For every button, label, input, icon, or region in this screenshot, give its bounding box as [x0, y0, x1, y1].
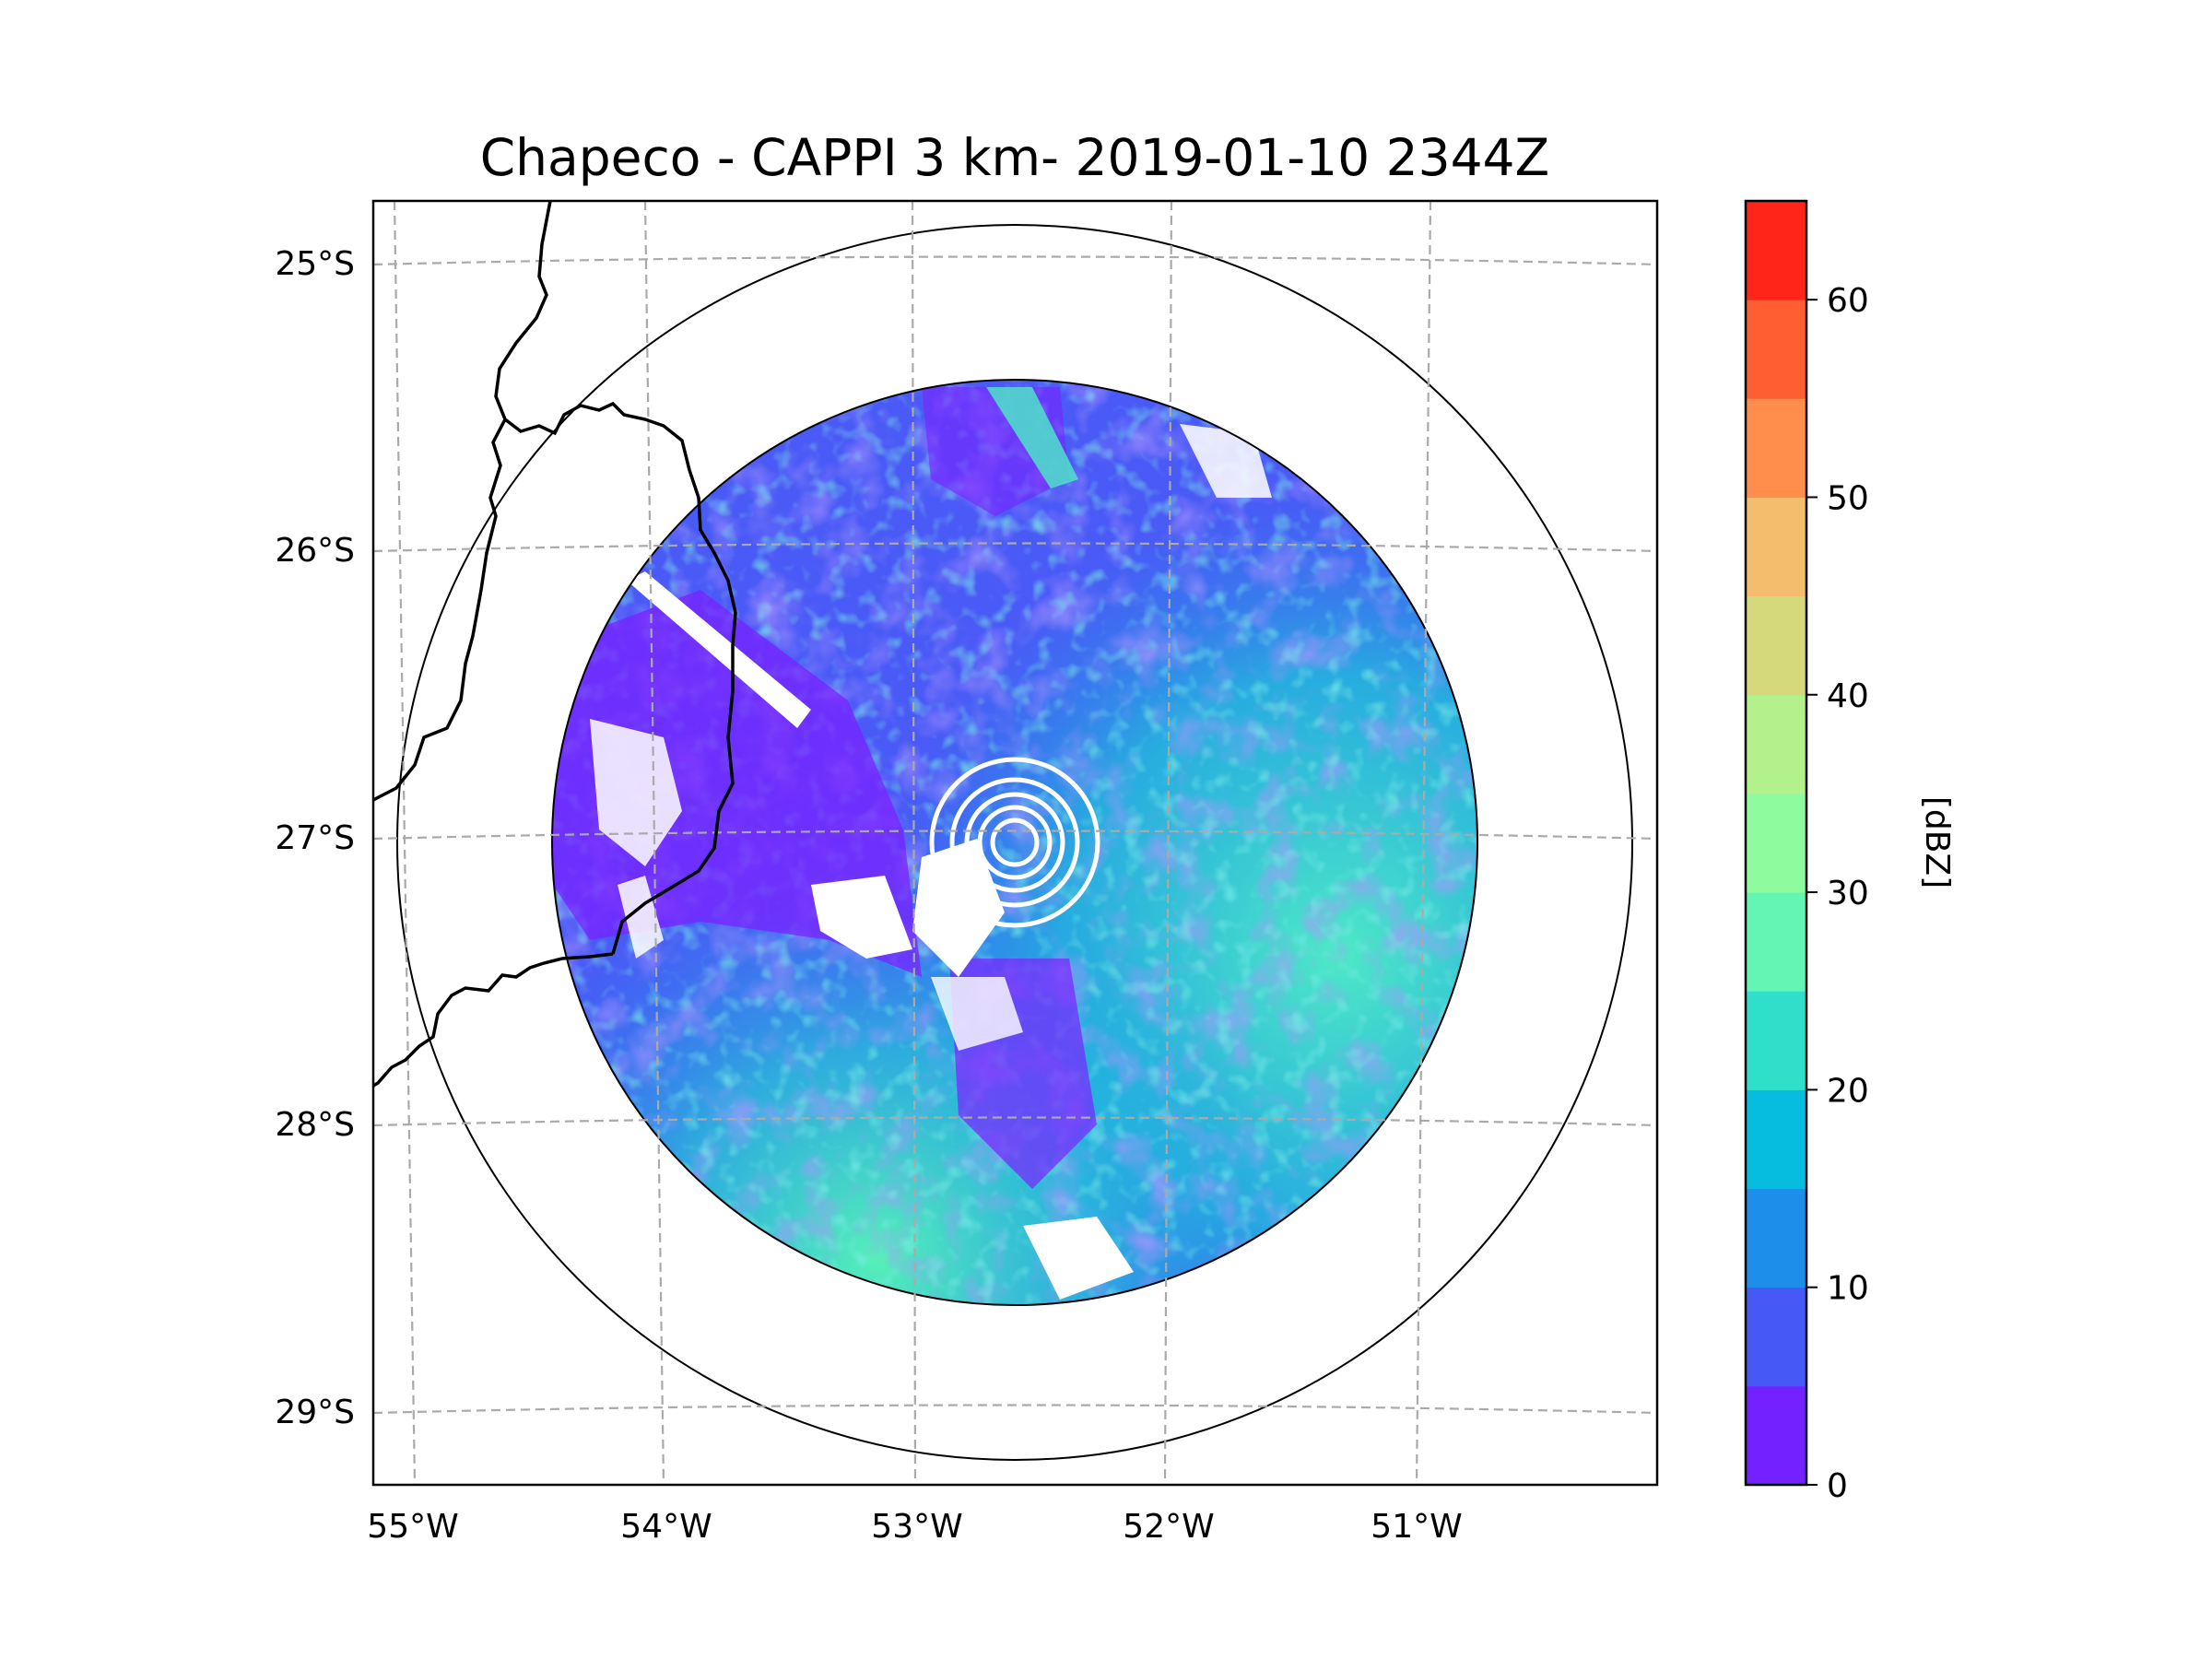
radar-range-ring-inner: [551, 379, 1478, 1306]
colorbar-tick-label: 20: [1827, 1072, 1869, 1110]
colorbar: [1744, 199, 1808, 1487]
colorbar-tick-label: 50: [1827, 479, 1869, 517]
x-tick-label: 54°W: [620, 1508, 712, 1546]
colorbar-tick-label: 40: [1827, 677, 1869, 715]
colorbar-segment: [1746, 1188, 1806, 1288]
colorbar-segment: [1746, 793, 1806, 893]
colorbar-segment: [1746, 694, 1806, 794]
x-tick-label: 55°W: [367, 1508, 458, 1546]
radar-reflectivity-field: [552, 380, 1477, 1305]
radar-range-ring-outer: [396, 224, 1633, 1461]
x-tick-label: 53°W: [871, 1508, 962, 1546]
y-tick-label: 29°S: [275, 1394, 355, 1431]
colorbar-segment: [1746, 300, 1806, 399]
y-tick-label: 28°S: [275, 1106, 355, 1144]
colorbar-tick-label: 60: [1827, 282, 1869, 320]
x-tick-label: 51°W: [1371, 1508, 1462, 1546]
political-borders: [373, 201, 737, 1088]
gridlines: [373, 201, 1657, 1485]
axes-frame: [371, 199, 1659, 1487]
chart-title: Chapeco - CAPPI 3 km- 2019-01-10 2344Z: [480, 128, 1549, 187]
colorbar-segment: [1746, 1287, 1806, 1387]
colorbar-label: [dBZ]: [1918, 796, 1956, 888]
colorbar-segment: [1746, 991, 1806, 1090]
y-tick-label: 26°S: [275, 532, 355, 570]
colorbar-segment: [1746, 497, 1806, 597]
colorbar-tick-label: 30: [1827, 875, 1869, 912]
colorbar-frame: [1744, 199, 1808, 1487]
colorbar-segment: [1746, 1385, 1806, 1486]
colorbar-segment: [1746, 1089, 1806, 1190]
colorbar-segment: [1746, 201, 1806, 300]
x-axis-labels: 55°W 54°W 53°W 52°W 51°W: [367, 1508, 1462, 1546]
colorbar-segment: [1746, 595, 1806, 696]
colorbar-ticks: 0 10 20 30 40 50 60: [1806, 282, 1869, 1505]
colorbar-segment: [1746, 892, 1806, 992]
y-tick-label: 27°S: [275, 819, 355, 857]
y-tick-label: 25°S: [275, 245, 355, 283]
colorbar-tick-label: 0: [1827, 1467, 1848, 1505]
colorbar-tick-label: 10: [1827, 1270, 1869, 1308]
x-tick-label: 52°W: [1123, 1508, 1214, 1546]
colorbar-segment: [1746, 398, 1806, 498]
y-axis-labels: 25°S 26°S 27°S 28°S 29°S: [275, 245, 355, 1431]
